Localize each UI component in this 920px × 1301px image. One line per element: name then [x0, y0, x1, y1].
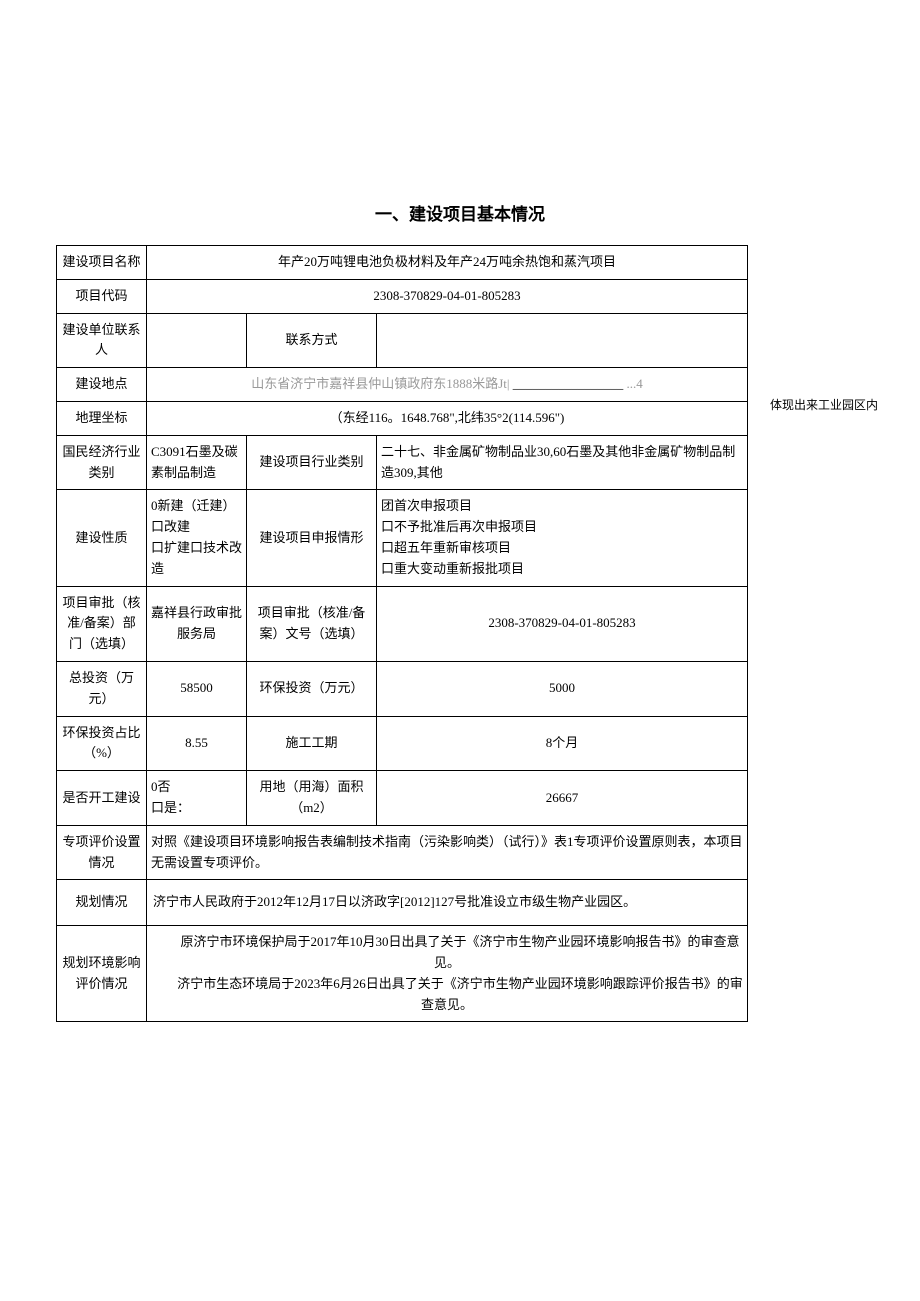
- table-row: 项目代码 2308-370829-04-01-805283: [57, 279, 748, 313]
- total-invest-value: 58500: [147, 661, 247, 716]
- table-row: 建设单位联系人 联系方式: [57, 313, 748, 368]
- contact-person-label: 建设单位联系人: [57, 313, 147, 368]
- report-value: 团首次申报项目 口不予批准后再次申报项目 口超五年重新审核项目 口重大变动重新报…: [377, 490, 748, 586]
- started-label: 是否开工建设: [57, 771, 147, 826]
- env-invest-value: 5000: [377, 661, 748, 716]
- special-eval-value: 对照《建设项目环境影响报告表编制技术指南（污染影响类）（试行）》表1专项评价设置…: [147, 825, 748, 880]
- land-area-value: 26667: [377, 771, 748, 826]
- contact-method-label: 联系方式: [247, 313, 377, 368]
- table-row: 地理坐标 （东经116。1648.768",北纬35°2(114.596"): [57, 401, 748, 435]
- industry-label: 国民经济行业类别: [57, 435, 147, 490]
- table-row: 国民经济行业类别 C3091石墨及碳素制品制造 建设项目行业类别 二十七、非金属…: [57, 435, 748, 490]
- approval-no-value: 2308-370829-04-01-805283: [377, 586, 748, 661]
- project-code-value: 2308-370829-04-01-805283: [147, 279, 748, 313]
- table-row: 规划情况 济宁市人民政府于2012年12月17日以济政字[2012]127号批准…: [57, 880, 748, 926]
- table-row: 规划环境影响评价情况 原济宁市环境保护局于2017年10月30日出具了关于《济宁…: [57, 926, 748, 1022]
- approval-no-label: 项目审批（核准/备案）文号（选填）: [247, 586, 377, 661]
- industry-value: C3091石墨及碳素制品制造: [147, 435, 247, 490]
- construction-period-value: 8个月: [377, 716, 748, 771]
- table-row: 是否开工建设 0否 口是： 用地（用海）面积（m2） 26667: [57, 771, 748, 826]
- project-name-label: 建设项目名称: [57, 246, 147, 280]
- table-row: 建设项目名称 年产20万吨锂电池负极材料及年产24万吨余热饱和蒸汽项目: [57, 246, 748, 280]
- industry-type-value: 二十七、非金属矿物制品业30,60石墨及其他非金属矿物制品制造309,其他: [377, 435, 748, 490]
- table-row: 项目审批（核准/备案）部门（选填） 嘉祥县行政审批服务局 项目审批（核准/备案）…: [57, 586, 748, 661]
- planning-env-line2: 济宁市生态环境局于2023年6月26日出具了关于《济宁市生物产业园环境影响跟踪评…: [151, 974, 743, 1016]
- table-row: 专项评价设置情况 对照《建设项目环境影响报告表编制技术指南（污染影响类）（试行）…: [57, 825, 748, 880]
- special-eval-label: 专项评价设置情况: [57, 825, 147, 880]
- planning-value: 济宁市人民政府于2012年12月17日以济政字[2012]127号批准设立市级生…: [147, 880, 748, 926]
- location-value: 山东省济宁市嘉祥县仲山镇政府东1888米路Jt| _______________…: [147, 368, 748, 402]
- total-invest-label: 总投资（万元）: [57, 661, 147, 716]
- planning-env-label: 规划环境影响评价情况: [57, 926, 147, 1022]
- project-info-table: 建设项目名称 年产20万吨锂电池负极材料及年产24万吨余热饱和蒸汽项目 项目代码…: [56, 245, 748, 1022]
- geo-value: （东经116。1648.768",北纬35°2(114.596"): [147, 401, 748, 435]
- started-value: 0否 口是：: [147, 771, 247, 826]
- location-underline: _________________: [513, 376, 624, 391]
- table-row: 建设性质 0新建（迁建）口改建 口扩建口技术改造 建设项目申报情形 团首次申报项…: [57, 490, 748, 586]
- location-label: 建设地点: [57, 368, 147, 402]
- industry-type-label: 建设项目行业类别: [247, 435, 377, 490]
- land-area-label: 用地（用海）面积（m2）: [247, 771, 377, 826]
- report-label: 建设项目申报情形: [247, 490, 377, 586]
- nature-label: 建设性质: [57, 490, 147, 586]
- side-note: 体现出来工业园区内: [770, 396, 878, 413]
- planning-label: 规划情况: [57, 880, 147, 926]
- table-row: 总投资（万元） 58500 环保投资（万元） 5000: [57, 661, 748, 716]
- approval-dept-value: 嘉祥县行政审批服务局: [147, 586, 247, 661]
- contact-person-value: [147, 313, 247, 368]
- table-row: 环保投资占比（%） 8.55 施工工期 8个月: [57, 716, 748, 771]
- env-ratio-label: 环保投资占比（%）: [57, 716, 147, 771]
- approval-dept-label: 项目审批（核准/备案）部门（选填）: [57, 586, 147, 661]
- project-code-label: 项目代码: [57, 279, 147, 313]
- section-title: 一、建设项目基本情况: [0, 200, 920, 225]
- planning-env-value: 原济宁市环境保护局于2017年10月30日出具了关于《济宁市生物产业园环境影响报…: [147, 926, 748, 1022]
- location-prefix: 山东省济宁市嘉祥县仲山镇政府东1888米路Jt|: [251, 376, 513, 391]
- location-suffix: ...4: [627, 376, 643, 391]
- geo-label: 地理坐标: [57, 401, 147, 435]
- contact-method-value: [377, 313, 748, 368]
- project-name-value: 年产20万吨锂电池负极材料及年产24万吨余热饱和蒸汽项目: [147, 246, 748, 280]
- nature-value: 0新建（迁建）口改建 口扩建口技术改造: [147, 490, 247, 586]
- env-invest-label: 环保投资（万元）: [247, 661, 377, 716]
- table-row: 建设地点 山东省济宁市嘉祥县仲山镇政府东1888米路Jt| __________…: [57, 368, 748, 402]
- construction-period-label: 施工工期: [247, 716, 377, 771]
- env-ratio-value: 8.55: [147, 716, 247, 771]
- planning-env-line1: 原济宁市环境保护局于2017年10月30日出具了关于《济宁市生物产业园环境影响报…: [151, 932, 743, 974]
